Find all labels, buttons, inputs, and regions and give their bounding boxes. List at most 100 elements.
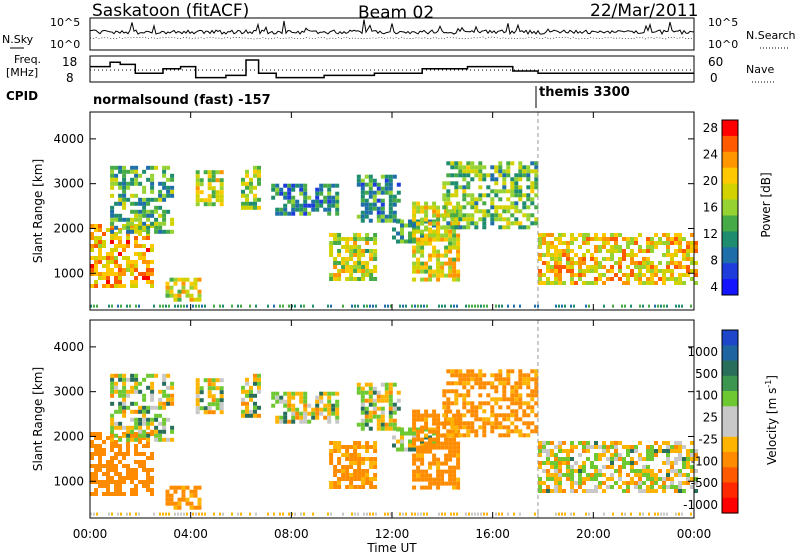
- velocity-near-range-cell: [513, 512, 515, 516]
- power-echo-cell: [506, 169, 511, 174]
- power-echo-cell: [357, 257, 362, 261]
- velocity-echo-cell: [450, 373, 455, 378]
- velocity-echo-cell: [388, 426, 393, 431]
- power-echo-cell: [241, 177, 245, 182]
- power-echo-cell: [207, 174, 212, 179]
- power-echo-cell: [574, 281, 578, 285]
- power-echo-cell: [542, 237, 546, 241]
- power-echo-cell: [110, 173, 115, 178]
- velocity-echo-cell: [650, 445, 654, 449]
- velocity-echo-cell: [253, 401, 257, 406]
- power-near-range-cell: [282, 304, 284, 308]
- power-echo-cell: [582, 233, 586, 237]
- velocity-echo-cell: [138, 436, 142, 440]
- power-echo-cell: [558, 253, 562, 257]
- velocity-echo-cell: [534, 377, 539, 382]
- velocity-echo-cell: [416, 409, 421, 414]
- power-echo-cell: [420, 277, 425, 282]
- velocity-echo-cell: [498, 421, 503, 426]
- velocity-echo-cell: [482, 373, 487, 378]
- velocity-echo-cell: [428, 445, 433, 450]
- velocity-echo-cell: [420, 429, 425, 434]
- velocity-echo-cell: [126, 437, 131, 442]
- power-echo-cell: [634, 241, 638, 245]
- power-echo-cell: [349, 249, 354, 253]
- power-near-range-cell: [129, 304, 131, 308]
- power-echo-cell: [303, 187, 308, 192]
- power-near-range-cell: [414, 304, 416, 308]
- velocity-echo-cell: [158, 437, 163, 442]
- velocity-echo-cell: [590, 477, 594, 481]
- velocity-near-range-cell: [537, 512, 539, 516]
- power-echo-cell: [207, 182, 212, 187]
- velocity-echo-cell: [130, 468, 134, 472]
- velocity-echo-cell: [424, 477, 429, 482]
- velocity-echo-cell: [241, 413, 245, 418]
- velocity-echo-cell: [364, 414, 369, 419]
- power-echo-cell: [122, 169, 127, 174]
- power-echo-cell: [562, 265, 566, 269]
- velocity-echo-cell: [146, 373, 151, 378]
- velocity-colorbar-segment: [722, 330, 738, 346]
- velocity-echo-cell: [319, 391, 324, 396]
- power-echo-cell: [365, 265, 370, 269]
- power-echo-cell: [396, 219, 400, 224]
- power-echo-cell: [578, 245, 582, 249]
- velocity-echo-cell: [118, 480, 122, 484]
- power-echo-cell: [478, 193, 483, 198]
- velocity-echo-cell: [122, 389, 127, 394]
- velocity-echo-cell: [349, 453, 354, 457]
- velocity-echo-cell: [514, 393, 519, 398]
- velocity-echo-cell: [106, 492, 110, 496]
- power-echo-cell: [98, 276, 102, 280]
- velocity-echo-cell: [257, 413, 261, 418]
- velocity-echo-cell: [494, 373, 499, 378]
- power-echo-cell: [514, 189, 519, 194]
- velocity-echo-cell: [446, 421, 451, 426]
- velocity-echo-cell: [542, 449, 546, 453]
- power-echo-cell: [534, 181, 539, 186]
- velocity-echo-cell: [618, 465, 622, 469]
- velocity-echo-cell: [570, 449, 574, 453]
- power-echo-cell: [606, 269, 610, 273]
- power-echo-cell: [345, 257, 350, 261]
- velocity-echo-cell: [372, 398, 377, 403]
- power-echo-cell: [98, 236, 102, 240]
- velocity-echo-cell: [195, 394, 200, 399]
- velocity-echo-cell: [602, 473, 606, 477]
- power-echo-cell: [482, 173, 487, 178]
- power-echo-cell: [466, 165, 471, 170]
- velocity-echo-cell: [126, 405, 131, 410]
- velocity-echo-cell: [114, 409, 119, 414]
- velocity-echo-cell: [622, 481, 626, 485]
- power-echo-cell: [412, 213, 417, 218]
- power-echo-cell: [373, 257, 378, 261]
- power-colorbar-tick: 20: [703, 174, 718, 188]
- velocity-echo-cell: [518, 433, 523, 438]
- power-echo-cell: [594, 249, 598, 253]
- power-echo-cell: [166, 229, 171, 234]
- velocity-echo-cell: [446, 409, 451, 414]
- power-echo-cell: [376, 182, 381, 187]
- velocity-echo-cell: [245, 401, 249, 406]
- velocity-echo-cell: [134, 389, 139, 394]
- power-echo-cell: [283, 207, 288, 212]
- velocity-echo-cell: [384, 398, 389, 403]
- power-echo-cell: [456, 233, 461, 238]
- velocity-echo-cell: [546, 469, 550, 473]
- velocity-echo-cell: [462, 373, 467, 378]
- power-near-range-cell: [483, 304, 485, 308]
- velocity-echo-cell: [94, 480, 98, 484]
- velocity-echo-cell: [134, 425, 139, 430]
- power-echo-cell: [642, 261, 646, 265]
- velocity-echo-cell: [466, 433, 471, 438]
- velocity-echo-cell: [211, 410, 216, 415]
- power-echo-cell: [582, 237, 586, 241]
- power-echo-cell: [558, 265, 562, 269]
- power-echo-cell: [416, 241, 421, 246]
- power-echo-cell: [106, 276, 110, 280]
- velocity-echo-cell: [189, 505, 194, 510]
- velocity-echo-cell: [203, 410, 208, 415]
- power-echo-cell: [424, 201, 429, 206]
- power-echo-cell: [454, 213, 459, 218]
